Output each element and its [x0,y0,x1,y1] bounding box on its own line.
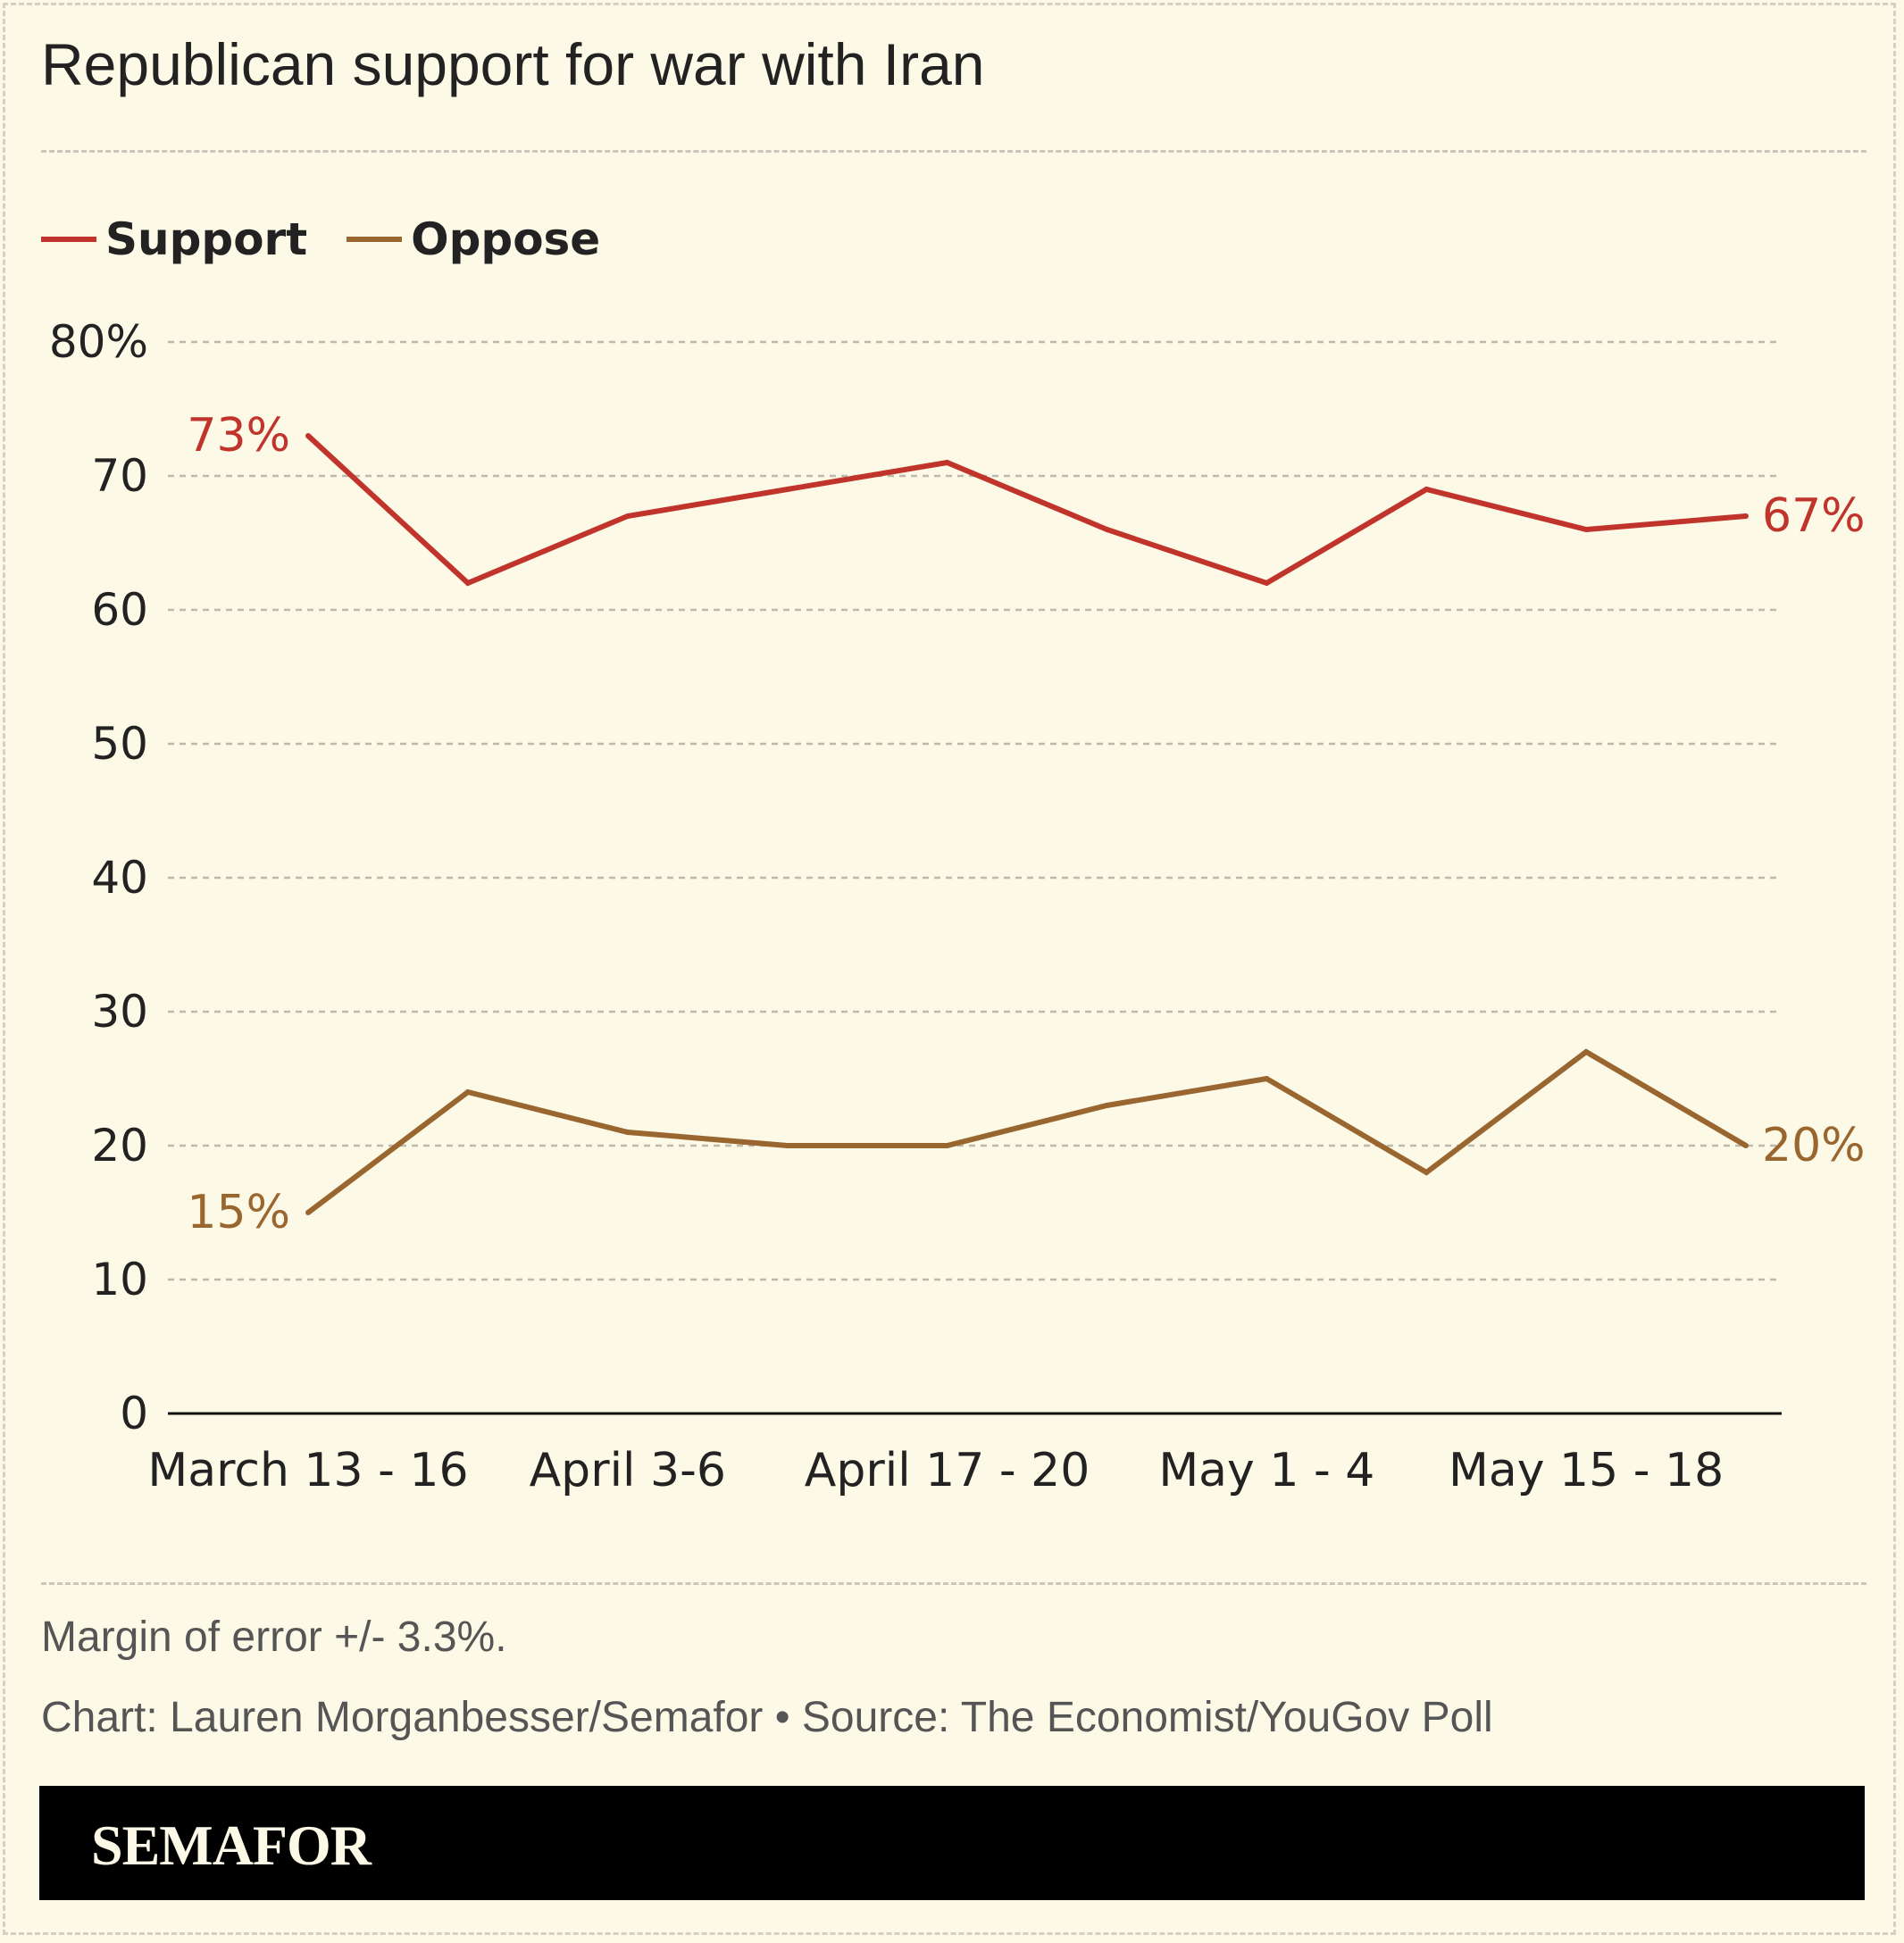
data-point-support [464,580,471,586]
end-label-oppose: 20% [1762,1119,1866,1172]
y-tick-label: 40 [91,852,148,904]
data-point-oppose [944,1143,950,1148]
y-tick-label: 10 [91,1254,148,1305]
end-label-support: 67% [1762,489,1866,543]
credit-line: Chart: Lauren Morganbesser/Semafor • Sou… [41,1694,1493,1741]
x-tick-label: March 13 - 16 [147,1444,468,1497]
y-tick-label: 80% [49,316,148,368]
data-point-support [1743,513,1749,519]
chart-title: Republican support for war with Iran [41,31,985,97]
semafor-logo: SEMAFOR [91,1814,372,1877]
data-point-support [784,487,790,492]
footer-divider [41,1582,1866,1585]
x-tick-label: May 15 - 18 [1449,1444,1724,1497]
data-point-support [944,460,950,465]
margin-of-error-note: Margin of error +/- 3.3%. [41,1614,507,1661]
legend-label-support: Support [105,213,308,265]
brand-bar: SEMAFOR [39,1786,1865,1900]
legend: Support Oppose [41,211,639,268]
legend-swatch-oppose [347,237,403,242]
legend-swatch-support [41,237,96,242]
chart-frame [3,3,1896,1935]
legend-label-oppose: Oppose [411,213,601,265]
data-point-oppose [1104,1103,1110,1108]
y-tick-label: 70 [91,450,148,502]
legend-item-support: Support [41,213,307,265]
data-point-oppose [1743,1143,1749,1148]
start-label-oppose: 15% [187,1186,290,1239]
data-point-oppose [305,1210,311,1215]
header-divider [41,150,1866,153]
start-label-support: 73% [187,409,290,463]
y-tick-label: 20 [91,1120,148,1172]
data-point-support [305,433,311,438]
data-point-support [1264,580,1270,586]
data-point-oppose [624,1130,630,1135]
line-chart: 0 10 20 30 40 50 60 70 80% March 13 - 16 April 3-6… [49,316,1866,1497]
data-point-oppose [1424,1170,1430,1175]
data-point-support [1424,487,1430,492]
data-point-support [1583,527,1590,532]
legend-item-oppose: Oppose [347,213,600,265]
y-tick-label: 60 [91,584,148,636]
data-point-support [1104,527,1110,532]
y-tick-label: 0 [120,1388,148,1439]
y-tick-label: 30 [91,986,148,1038]
data-point-oppose [1583,1049,1590,1055]
data-point-oppose [784,1143,790,1148]
data-point-oppose [464,1089,471,1095]
data-point-oppose [1264,1076,1270,1081]
x-tick-label: May 1 - 4 [1158,1444,1374,1497]
x-tick-label: April 17 - 20 [805,1444,1090,1497]
series-line-support [305,433,1747,587]
data-point-support [624,513,630,519]
series-line-oppose [306,1048,1748,1215]
y-tick-label: 50 [91,718,148,770]
x-tick-label: April 3-6 [530,1444,726,1497]
